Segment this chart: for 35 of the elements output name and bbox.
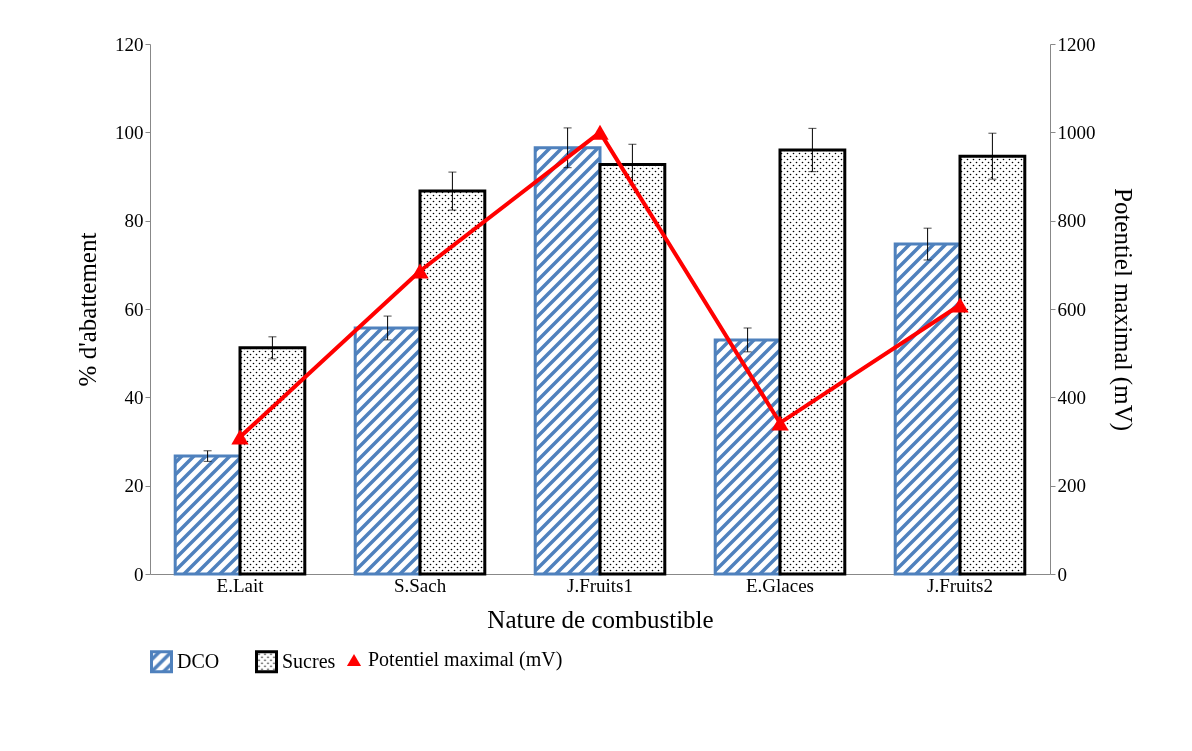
y2-axis-title: Potentiel maximal (mV) [1108, 187, 1137, 432]
point [951, 297, 969, 313]
y-tick-label: 0 [134, 563, 144, 585]
bar [533, 146, 602, 576]
y2-tick-label: 200 [1057, 475, 1086, 497]
x-tick-label: J.Fruits1 [567, 574, 633, 596]
y-tick-label: 100 [115, 121, 144, 143]
bar [173, 454, 242, 576]
bar [353, 326, 422, 576]
y-tick-label: 120 [115, 33, 144, 55]
point [231, 429, 249, 445]
legend-label: DCO [177, 649, 220, 672]
y-tick-label: 60 [124, 298, 144, 320]
x-axis-title: Nature de combustible [487, 605, 714, 633]
y-axis-title: % d'abattement [74, 232, 101, 387]
y2-tick-label: 600 [1057, 298, 1086, 320]
y2-tick-label: 1000 [1057, 121, 1096, 143]
y2-tick-label: 0 [1057, 563, 1067, 585]
bar [893, 242, 962, 576]
x-tick-label: E.Lait [216, 574, 265, 596]
y-tick-label: 80 [124, 210, 144, 232]
point [411, 263, 429, 279]
bar [713, 338, 782, 576]
y-tick-label: 40 [124, 386, 144, 408]
y-tick-label: 20 [124, 475, 144, 497]
x-tick-label: J.Fruits2 [927, 574, 993, 596]
legend-label: Potentiel maximal (mV) [368, 648, 563, 671]
point [591, 124, 609, 140]
point [771, 415, 789, 431]
y2-tick-label: 800 [1057, 210, 1086, 232]
x-tick-label: E.Glaces [745, 574, 815, 596]
y2-tick-label: 400 [1057, 386, 1086, 408]
x-tick-label: S.Sach [393, 574, 447, 596]
legend-label: Sucres [282, 649, 336, 672]
y2-tick-label: 1200 [1057, 33, 1096, 55]
